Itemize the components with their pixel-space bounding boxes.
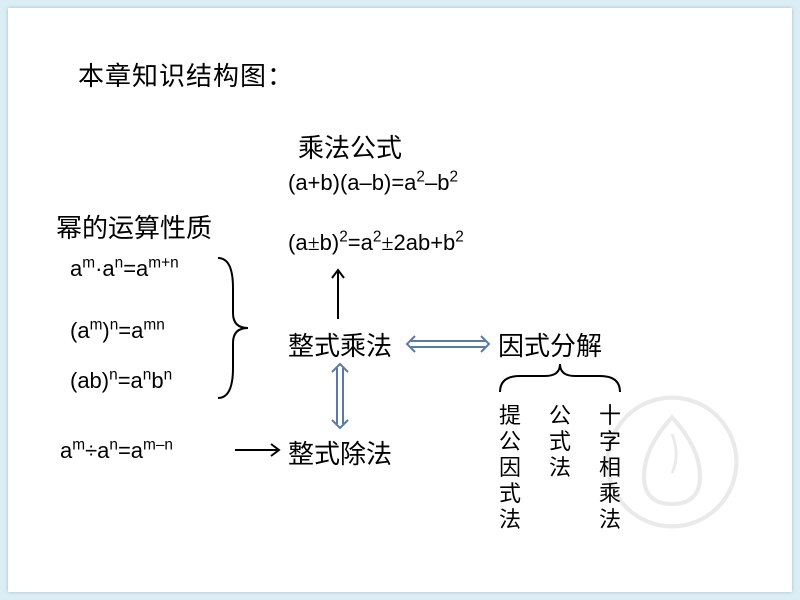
rule-product: am·an=am+n [70, 256, 179, 282]
char: 相 [598, 455, 622, 481]
char: 式 [548, 429, 572, 455]
pm-sign: ± [308, 230, 320, 255]
formula-square-binomial: (a±b)2=a2±2ab+b2 [288, 230, 464, 256]
rule-quotient: am÷an=am–n [60, 438, 173, 464]
char: 法 [548, 455, 572, 481]
char: 法 [598, 507, 622, 533]
heading-mult-formula: 乘法公式 [298, 128, 402, 165]
method-extract: 提 公 因 式 法 [498, 403, 522, 533]
rule-power-of-power: (am)n=amn [70, 318, 165, 344]
method-formula: 公 式 法 [548, 403, 572, 481]
node-poly-div: 整式除法 [288, 434, 392, 471]
double-arrow-vert [330, 360, 350, 432]
brace-down [490, 360, 630, 398]
watermark-icon [602, 392, 742, 532]
pm-sign-2: ± [381, 230, 393, 255]
heading-power-rules: 幂的运算性质 [56, 208, 212, 245]
double-arrow-horiz [403, 334, 493, 354]
slide-page: 本章知识结构图： 乘法公式 (a+b)(a–b)=a2–b2 (a±b)2=a2… [8, 8, 792, 592]
char: 提 [498, 403, 522, 429]
char: 式 [498, 481, 522, 507]
char: 因 [498, 455, 522, 481]
formula-diff-squares: (a+b)(a–b)=a2–b2 [288, 170, 458, 196]
char: 公 [548, 403, 572, 429]
char: 法 [498, 507, 522, 533]
char: 字 [598, 429, 622, 455]
node-poly-mult: 整式乘法 [288, 326, 392, 363]
method-cross: 十 字 相 乘 法 [598, 403, 622, 533]
arrow-up [328, 264, 348, 322]
char: 十 [598, 403, 622, 429]
arrow-right [233, 442, 283, 458]
char: 乘 [598, 481, 622, 507]
rule-power-of-product: (ab)n=anbn [70, 368, 172, 394]
node-factorization: 因式分解 [498, 326, 602, 363]
char: 公 [498, 429, 522, 455]
brace-right [213, 253, 253, 403]
page-title: 本章知识结构图： [78, 56, 294, 93]
